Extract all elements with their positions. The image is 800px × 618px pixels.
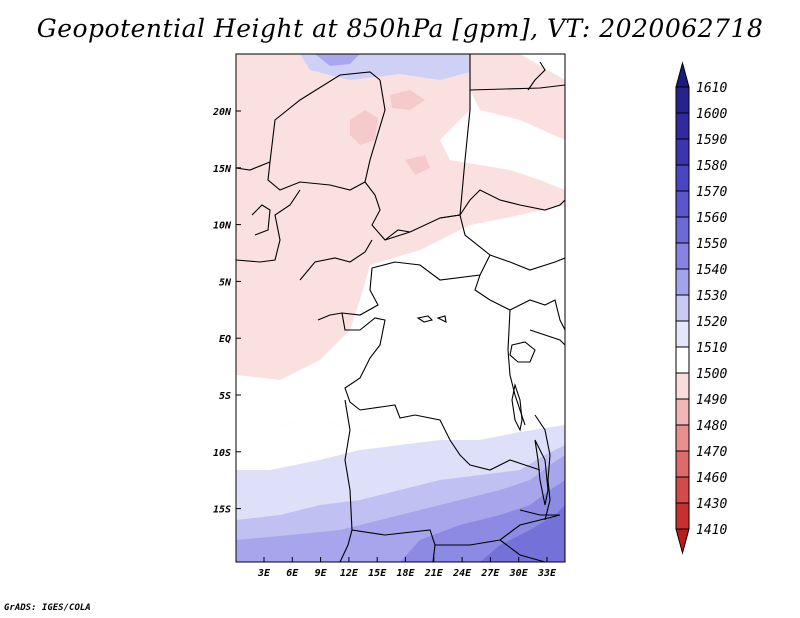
colorbar-box	[675, 112, 690, 140]
y-tick-label: 20N	[212, 107, 232, 118]
colorbar-box	[675, 216, 690, 244]
colorbar-bottom-triangle	[675, 528, 690, 555]
colorbar-level-label: 1410	[696, 523, 727, 538]
colorbar-level-label: 1490	[696, 393, 727, 408]
x-tick-label: 6E	[286, 568, 299, 579]
colorbar-box	[675, 398, 690, 426]
y-tick-label: 5S	[219, 391, 231, 402]
x-tick-label: 18E	[396, 568, 415, 579]
colorbar-level-label: 1500	[696, 367, 727, 382]
colorbar-box	[675, 346, 690, 374]
colorbar-level-label: 1540	[696, 263, 727, 278]
colorbar-box	[675, 476, 690, 504]
colorbar-box	[675, 320, 690, 348]
y-tick-label: 15S	[213, 505, 231, 516]
lakes	[416, 315, 549, 506]
x-tick-label: 33E	[537, 568, 557, 579]
colorbar-box	[675, 372, 690, 400]
map-frame	[235, 53, 566, 563]
height-field	[236, 54, 565, 562]
colorbar-box	[675, 190, 690, 218]
x-tick-label: 15E	[368, 568, 387, 579]
x-tick-label: 9E	[315, 568, 328, 579]
colorbar-box	[675, 242, 690, 270]
x-tick-label: 24E	[452, 568, 472, 579]
colorbar-box	[675, 502, 690, 530]
colorbar-level-label: 1530	[696, 289, 727, 304]
colorbar-box	[675, 86, 690, 114]
country-borders	[236, 54, 565, 562]
colorbar-box	[675, 450, 690, 478]
colorbar-box	[675, 268, 690, 296]
x-tick-label: 30E	[509, 568, 529, 579]
y-tick-label: 10S	[213, 448, 231, 459]
colorbar-level-label: 1550	[696, 237, 727, 252]
colorbar-top-triangle	[675, 61, 690, 88]
colorbar-box	[675, 164, 690, 192]
x-tick-label: 27E	[480, 568, 500, 579]
x-tick-label: 12E	[340, 568, 359, 579]
colorbar-level-label: 1510	[696, 341, 727, 356]
colorbar: 1610 1600 1590 1580 1570 1560 1550 1540 1530 1520…	[675, 61, 727, 555]
colorbar-level-label: 1600	[696, 107, 727, 122]
colorbar-level-label: 1580	[696, 159, 727, 174]
credit-label: GrADS: IGES/COLA	[4, 603, 91, 613]
longitude-axis: 3E 6E 9E 12E 15E 18E 21E 24E 27E 30E 33E	[257, 557, 557, 579]
y-tick-label: 5N	[219, 277, 232, 288]
latitude-axis: 20N 15N 10N 5N EQ 5S 10S 15S	[212, 107, 241, 516]
colorbar-level-label: 1610	[696, 81, 727, 96]
map-title: Geopotential Height at 850hPa [gpm], VT:…	[36, 14, 764, 43]
y-tick-label: 15N	[213, 164, 232, 175]
x-tick-label: 3E	[257, 568, 271, 579]
colorbar-level-label: 1520	[696, 315, 727, 330]
field-1560-band	[480, 505, 565, 562]
y-tick-label: 10N	[213, 221, 232, 232]
colorbar-level-label: 1590	[696, 133, 727, 148]
y-tick-label: EQ	[219, 334, 231, 345]
colorbar-level-label: 1430	[696, 497, 727, 512]
colorbar-box	[675, 294, 690, 322]
colorbar-level-label: 1570	[696, 185, 727, 200]
colorbar-level-label: 1560	[696, 211, 727, 226]
colorbar-level-label: 1470	[696, 445, 727, 460]
field-1510-band-central	[236, 205, 565, 445]
colorbar-box	[675, 424, 690, 452]
x-tick-label: 21E	[424, 568, 444, 579]
colorbar-level-label: 1460	[696, 471, 727, 486]
colorbar-box	[675, 138, 690, 166]
colorbar-level-label: 1480	[696, 419, 727, 434]
